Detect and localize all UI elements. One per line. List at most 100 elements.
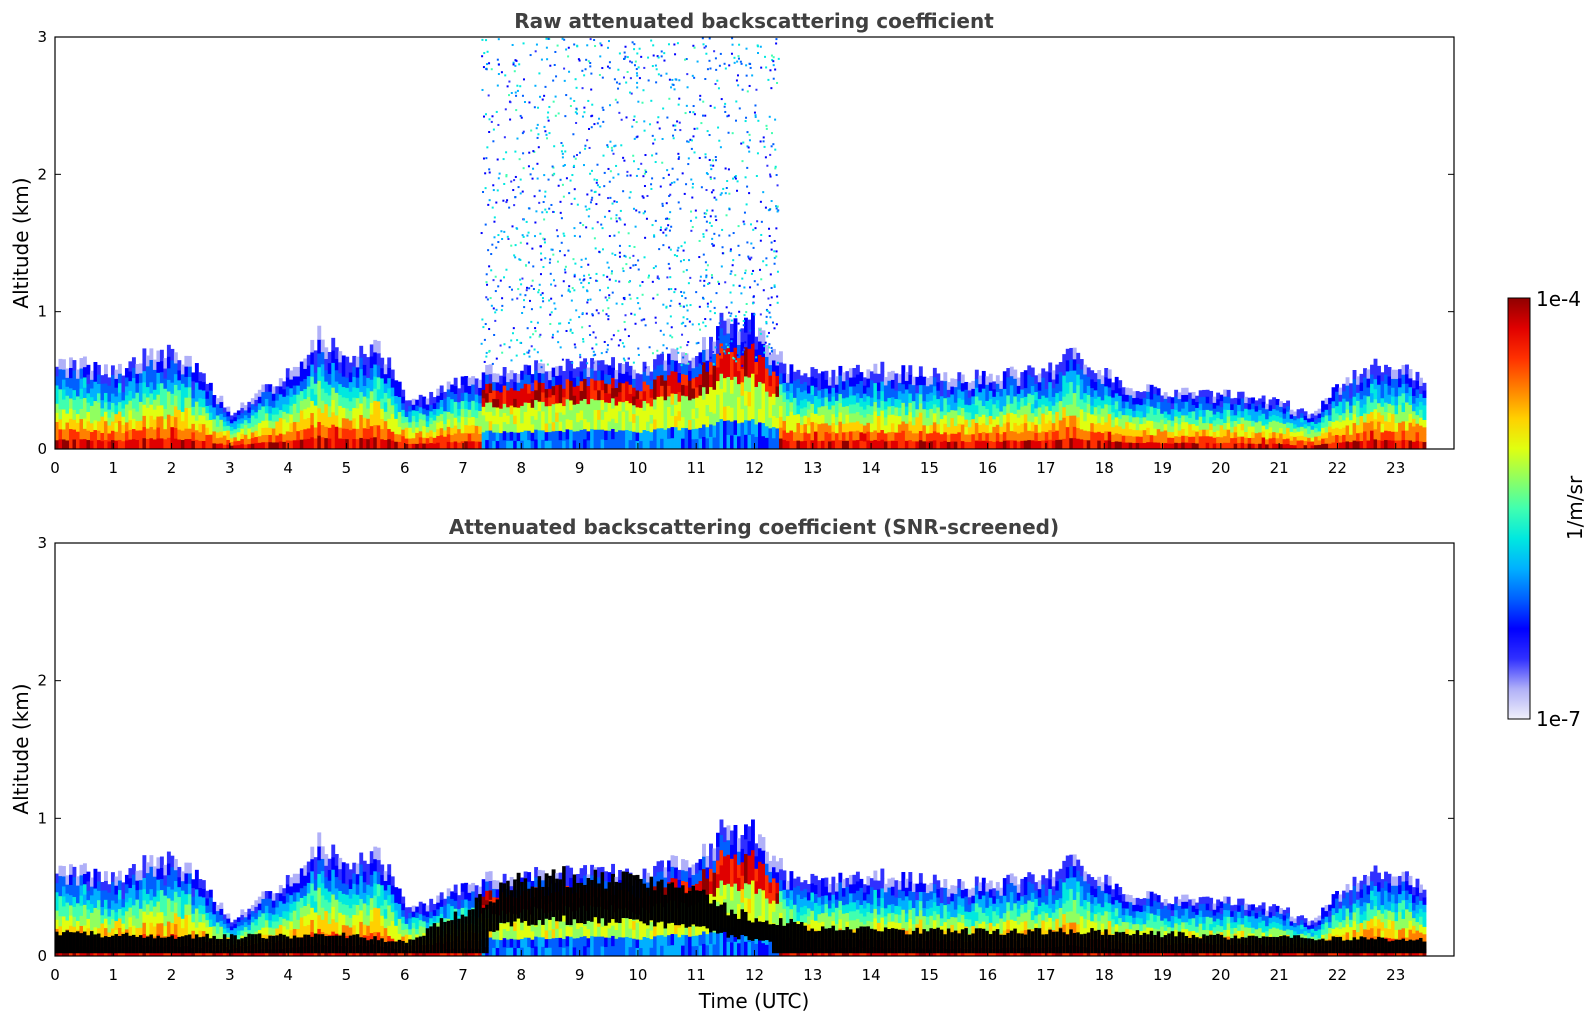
heatmap-cell	[618, 372, 622, 383]
noise-speckle	[488, 168, 491, 171]
heatmap-cell	[1181, 442, 1186, 449]
noise-speckle	[526, 242, 529, 245]
heatmap-column	[1051, 370, 1056, 449]
heatmap-cell	[373, 364, 378, 377]
heatmap-cell	[1160, 407, 1165, 414]
heatmap-cell	[1209, 436, 1214, 443]
noise-speckle	[495, 246, 498, 249]
heatmap-cell	[208, 441, 213, 449]
heatmap-cell	[709, 361, 713, 375]
heatmap-cell	[1184, 401, 1189, 409]
heatmap-cell	[674, 382, 678, 394]
noise-speckle	[488, 62, 491, 65]
heatmap-cell	[103, 430, 108, 440]
heatmap-cell	[827, 409, 832, 418]
heatmap-cell	[1016, 417, 1021, 426]
heatmap-cell	[509, 413, 514, 424]
noise-speckle	[608, 61, 611, 64]
heatmap-cell	[1254, 416, 1259, 423]
heatmap-cell	[1048, 362, 1053, 373]
noise-speckle	[523, 306, 526, 309]
heatmap-cell	[355, 397, 360, 409]
heatmap-cell	[866, 422, 871, 432]
heatmap-cell	[929, 408, 934, 417]
noise-speckle	[765, 320, 768, 323]
heatmap-column	[681, 352, 685, 449]
heatmap-cell	[103, 373, 108, 384]
noise-speckle	[526, 286, 529, 289]
noise-speckle	[750, 341, 753, 344]
heatmap-cell	[380, 438, 385, 449]
heatmap-cell	[579, 439, 584, 449]
heatmap-cell	[240, 417, 245, 424]
heatmap-cell	[457, 408, 462, 416]
heatmap-cell	[1195, 443, 1200, 449]
heatmap-cell	[719, 388, 724, 405]
heatmap-cell	[373, 388, 378, 401]
heatmap-cell	[303, 418, 308, 430]
heatmap-cell	[446, 426, 451, 435]
heatmap-column	[1293, 411, 1298, 449]
heatmap-cell	[1219, 424, 1224, 432]
heatmap-cell	[639, 374, 643, 383]
heatmap-cell	[1258, 426, 1263, 433]
noise-speckle	[542, 266, 545, 269]
heatmap-cell	[1419, 393, 1423, 402]
heatmap-cell	[513, 423, 518, 433]
heatmap-cell	[1380, 397, 1385, 407]
heatmap-cell	[1265, 418, 1270, 425]
heatmap-cell	[145, 355, 150, 367]
heatmap-cell	[593, 370, 598, 381]
heatmap-cell	[775, 396, 780, 408]
heatmap-cell	[352, 397, 357, 409]
noise-speckle	[674, 53, 677, 56]
noise-speckle	[582, 286, 585, 289]
heatmap-cell	[1230, 403, 1235, 410]
heatmap-cell	[107, 441, 112, 449]
heatmap-cell	[530, 399, 535, 408]
heatmap-cell	[376, 364, 381, 378]
heatmap-cell	[887, 414, 892, 424]
heatmap-cell	[915, 392, 920, 402]
heatmap-cell	[1261, 431, 1266, 438]
heatmap-cell	[485, 402, 490, 413]
noise-speckle	[559, 200, 562, 203]
noise-speckle	[565, 329, 568, 332]
noise-speckle	[705, 268, 708, 271]
heatmap-cell	[247, 422, 252, 429]
heatmap-column	[1303, 411, 1308, 449]
heatmap-cell	[1048, 400, 1053, 411]
noise-speckle	[746, 131, 749, 134]
heatmap-cell	[1216, 417, 1221, 425]
noise-speckle	[623, 57, 626, 60]
heatmap-cell	[817, 415, 822, 425]
heatmap-column	[995, 375, 1000, 449]
heatmap-cell	[1020, 440, 1025, 449]
heatmap-cell	[1009, 421, 1014, 432]
heatmap-cell	[1058, 371, 1063, 382]
heatmap-cell	[418, 412, 423, 420]
noise-speckle	[727, 311, 730, 314]
noise-speckle	[497, 38, 500, 41]
heatmap-cell	[422, 425, 427, 432]
noise-speckle	[768, 311, 771, 314]
heatmap-cell	[520, 388, 525, 398]
noise-speckle	[519, 192, 522, 195]
heatmap-cell	[499, 440, 504, 449]
heatmap-cell	[1121, 394, 1126, 402]
heatmap-cell	[939, 418, 944, 427]
heatmap-column	[275, 386, 280, 449]
noise-speckle	[512, 61, 515, 64]
heatmap-cell	[674, 437, 678, 449]
noise-speckle	[611, 202, 614, 205]
heatmap-cell	[670, 382, 675, 394]
heatmap-cell	[89, 440, 94, 449]
heatmap-cell	[1272, 408, 1277, 415]
heatmap-column	[1219, 394, 1224, 449]
heatmap-cell	[1090, 422, 1095, 432]
heatmap-cell	[1282, 418, 1287, 424]
noise-speckle	[638, 47, 641, 50]
heatmap-cell	[233, 412, 238, 418]
heatmap-cell	[1202, 396, 1207, 404]
heatmap-cell	[222, 412, 227, 418]
